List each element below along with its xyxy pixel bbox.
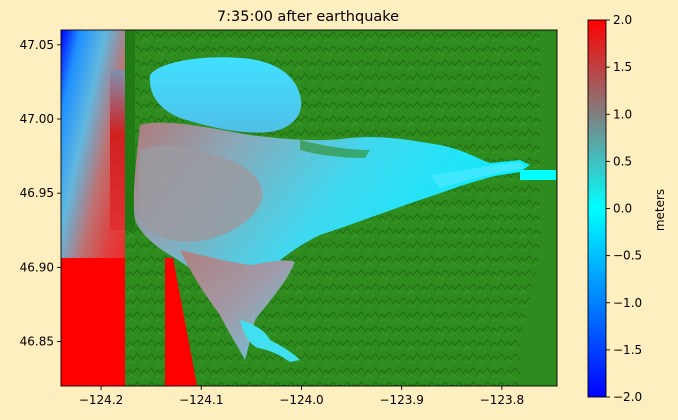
river-channel-east <box>430 162 525 188</box>
river-mouth-east <box>520 170 556 180</box>
y-tick-label: 47.00 <box>20 112 54 126</box>
colorbar-tick-label: 1.5 <box>613 60 632 74</box>
y-tick-label: 47.05 <box>20 38 54 52</box>
chart-title: 7:35:00 after earthquake <box>217 9 399 25</box>
colorbar-tick-label: 2.0 <box>613 13 632 27</box>
beach-spit-north <box>125 30 135 230</box>
colorbar-tick-label: −1.0 <box>613 296 642 310</box>
y-tick-label: 46.95 <box>20 186 54 200</box>
estuary-upper <box>300 140 370 158</box>
colorbar-tick-label: 0.0 <box>613 202 632 216</box>
x-tick-label: −124.2 <box>79 393 123 407</box>
plot-area <box>61 30 557 386</box>
colorbar-tick-label: −1.5 <box>613 343 642 357</box>
x-tick-label: −124.0 <box>279 393 323 407</box>
x-axis: −124.2 −124.1 −124.0 −123.9 −123.8 <box>79 386 524 407</box>
y-tick-label: 46.90 <box>20 260 54 274</box>
colorbar-ticks: 2.0 1.5 1.0 0.5 0.0 −0.5 −1.0 −1.5 −2.0 <box>606 13 642 404</box>
colorbar-tick-label: 0.5 <box>613 154 632 168</box>
colorbar-label: meters <box>653 189 667 231</box>
plot-frame <box>60 29 558 387</box>
bay-south-shallows <box>240 320 300 362</box>
y-tick-label: 46.85 <box>20 335 54 349</box>
colorbar-gradient <box>587 19 607 398</box>
colorbar: 2.0 1.5 1.0 0.5 0.0 −0.5 −1.0 −1.5 −2.0 meters <box>587 13 667 404</box>
land-block-right <box>520 30 557 386</box>
colorbar-tick-label: −0.5 <box>613 249 642 263</box>
bay-south-water <box>180 250 295 360</box>
x-tick-label: −123.8 <box>480 393 524 407</box>
coast-red-wedge <box>165 258 197 386</box>
x-tick-label: −123.9 <box>379 393 423 407</box>
colorbar-tick-label: −2.0 <box>613 390 642 404</box>
colorbar-tick-label: 1.0 <box>613 107 632 121</box>
bay-north-basin <box>149 57 302 133</box>
y-axis: 46.85 46.90 46.95 47.00 47.05 <box>20 38 61 349</box>
x-tick-label: −124.1 <box>179 393 223 407</box>
offshore-red-strip <box>110 70 125 230</box>
bay-inlet-gray <box>138 145 263 242</box>
